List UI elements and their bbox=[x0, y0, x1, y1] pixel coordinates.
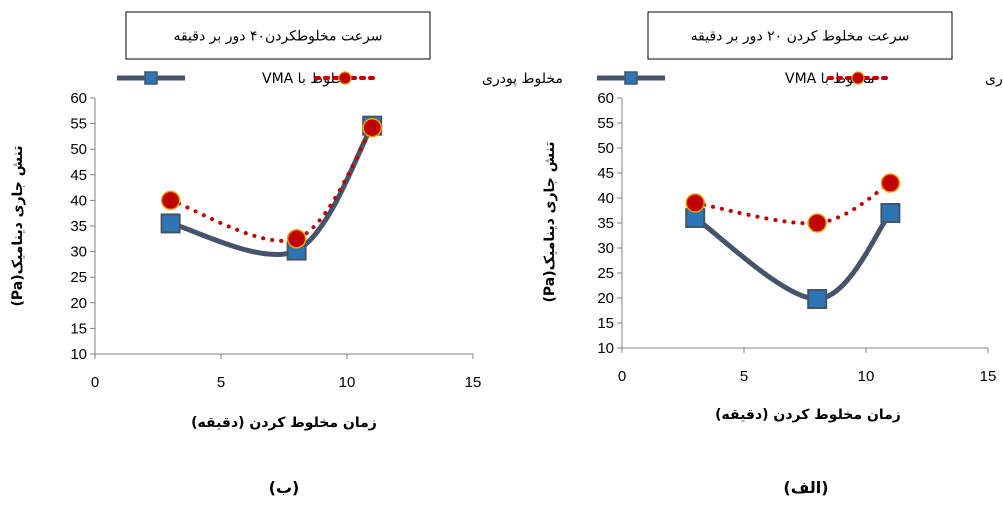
y-axis-title: تنش جاری دینامیک(Pa) bbox=[10, 145, 26, 306]
x-tick-label: 10 bbox=[858, 368, 875, 385]
series-powder-point bbox=[160, 190, 181, 211]
x-tick-label: 0 bbox=[91, 374, 99, 391]
y-tick-label: 60 bbox=[597, 90, 614, 107]
y-tick-label: 55 bbox=[70, 116, 87, 133]
y-tick-label: 20 bbox=[597, 290, 614, 307]
series-powder-line bbox=[168, 125, 375, 243]
y-tick-label: 35 bbox=[70, 218, 87, 235]
x-tick-label: 5 bbox=[217, 374, 225, 391]
series-powder-point bbox=[880, 173, 901, 193]
x-tick-label: 15 bbox=[980, 368, 997, 385]
series-powder-line bbox=[693, 181, 893, 226]
x-axis-title: زمان مخلوط کردن (دقیقه) bbox=[715, 407, 901, 423]
legend-powder-marker bbox=[338, 71, 352, 85]
x-tick-label: 10 bbox=[339, 374, 356, 391]
chart-title: سرعت مخلوط کردن ۲۰ دور بر دقیقه bbox=[691, 29, 910, 45]
y-axis-title: تنش جاری دینامیک(Pa) bbox=[542, 141, 558, 302]
series-powder-point bbox=[362, 117, 382, 138]
y-tick-label: 15 bbox=[597, 315, 614, 332]
figure-caption: (الف) bbox=[783, 478, 828, 497]
legend-powder-marker bbox=[851, 71, 865, 85]
series-vma-point bbox=[880, 203, 901, 223]
series-vma-line bbox=[692, 210, 893, 302]
chart-title: سرعت مخلوطکردن۴۰ دور بر دقیقه bbox=[173, 29, 382, 45]
x-tick-label: 15 bbox=[465, 374, 482, 391]
y-tick-label: 40 bbox=[597, 190, 614, 207]
y-tick-label: 50 bbox=[70, 141, 87, 158]
series-vma-line bbox=[168, 123, 375, 258]
series-powder-point bbox=[807, 213, 827, 233]
x-tick-label: 5 bbox=[740, 368, 748, 385]
legend-vma-marker bbox=[624, 71, 638, 85]
chart-title-box bbox=[125, 11, 431, 60]
y-tick-label: 20 bbox=[70, 295, 87, 312]
y-tick-label: 25 bbox=[70, 269, 87, 286]
legend-powder-label: مخلوط پودری bbox=[985, 71, 1003, 87]
y-tick-label: 45 bbox=[70, 167, 87, 184]
y-tick-label: 60 bbox=[70, 90, 87, 107]
y-tick-label: 10 bbox=[597, 340, 614, 357]
x-tick-label: 0 bbox=[618, 368, 626, 385]
series-powder-point bbox=[685, 193, 705, 213]
y-tick-label: 30 bbox=[70, 244, 87, 261]
y-tick-label: 40 bbox=[70, 192, 87, 209]
series-powder-point bbox=[286, 229, 307, 249]
series-vma-point bbox=[807, 289, 828, 309]
y-tick-label: 15 bbox=[70, 320, 87, 337]
series-vma-point bbox=[160, 213, 181, 234]
legend-vma-label: مخلوط با VMA bbox=[262, 71, 352, 87]
y-tick-label: 45 bbox=[597, 165, 614, 182]
legend-powder-label: مخلوط پودری bbox=[482, 71, 563, 87]
y-tick-label: 25 bbox=[597, 265, 614, 282]
figure-caption: (ب) bbox=[269, 478, 300, 497]
y-tick-label: 10 bbox=[70, 346, 87, 363]
y-tick-label: 30 bbox=[597, 240, 614, 257]
legend-vma-marker bbox=[144, 71, 158, 85]
y-tick-label: 55 bbox=[597, 115, 614, 132]
y-tick-label: 50 bbox=[597, 140, 614, 157]
x-axis-title: زمان مخلوط کردن (دقیقه) bbox=[191, 415, 377, 431]
chart-0: سرعت مخلوطکردن۴۰ دور بر دقیقه مخلوط با VM… bbox=[10, 11, 563, 497]
y-tick-label: 35 bbox=[597, 215, 614, 232]
chart-title-box bbox=[647, 11, 953, 60]
